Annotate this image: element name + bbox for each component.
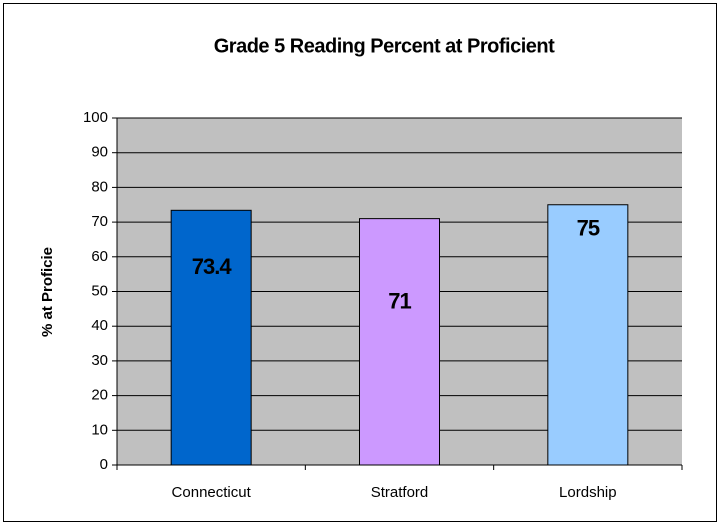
x-tick-label: Stratford	[371, 484, 429, 501]
y-tick-label: 10	[91, 421, 108, 438]
y-tick-label: 100	[83, 109, 108, 126]
y-tick-label: 70	[91, 213, 108, 230]
y-tick-label: 80	[91, 178, 108, 195]
y-axis-label: % at Proficie	[39, 247, 56, 337]
x-tick-label: Lordship	[559, 484, 617, 501]
data-label: 71	[388, 288, 411, 313]
y-tick-label: 50	[91, 282, 108, 299]
y-tick-label: 0	[100, 456, 108, 473]
y-tick-label: 90	[91, 144, 108, 161]
chart-title: Grade 5 Reading Percent at Proficient	[214, 35, 555, 57]
y-tick-label: 30	[91, 352, 108, 369]
y-tick-label: 40	[91, 317, 108, 334]
data-label: 73.4	[192, 254, 233, 279]
bar	[170, 209, 252, 466]
data-label: 75	[577, 216, 600, 241]
y-tick-label: 60	[91, 248, 108, 265]
bar	[547, 204, 629, 466]
y-tick-label: 20	[91, 387, 108, 404]
x-tick-label: Connecticut	[172, 484, 252, 501]
bar	[359, 218, 440, 466]
